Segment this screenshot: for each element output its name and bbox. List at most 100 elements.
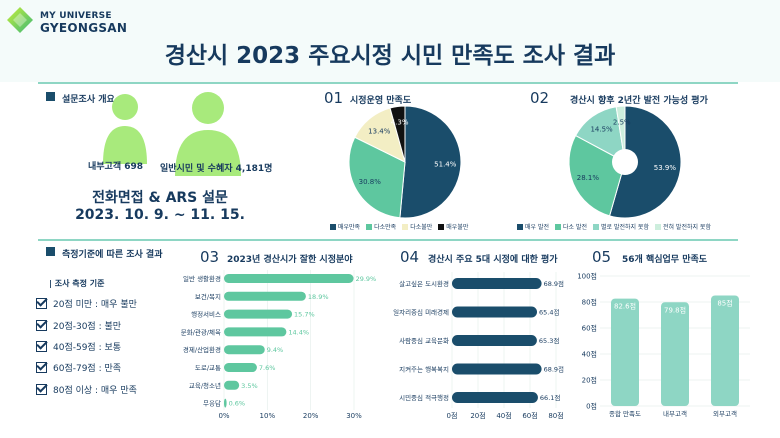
checkbox-checked-icon	[36, 341, 47, 352]
legend-swatch	[555, 224, 561, 230]
overview-title: 설문조사 개요	[62, 95, 115, 105]
criteria-item: 20점 미만 : 매우 불만	[36, 297, 137, 310]
bar	[452, 335, 537, 346]
chart-title: 경산시 주요 5대 시정에 대한 평가	[428, 255, 558, 265]
legend-item: 매우만족	[330, 224, 360, 231]
x-tick-label: 80점	[548, 412, 563, 420]
bar-value-label: 68.9점	[544, 280, 564, 288]
criteria-item: 80점 이상 : 매우 만족	[36, 383, 137, 396]
divider-top	[38, 82, 738, 84]
legend-swatch	[402, 224, 409, 230]
slice-value-label: 4.3%	[391, 119, 409, 127]
bar-value-label: 85점	[717, 300, 732, 308]
bar-value-label: 29.9%	[356, 275, 377, 283]
legend-label: 매우만족	[338, 224, 361, 231]
legend-label: 다소불만	[410, 224, 433, 231]
divider-middle	[38, 239, 738, 241]
bar	[661, 302, 689, 406]
bar-value-label: 14.4%	[288, 328, 309, 336]
pie-chart-01: 51.4% 30.8% 13.4%4.3%	[348, 105, 462, 219]
chart-title: 56개 핵심업무 만족도	[622, 255, 708, 265]
legend-label: 매우불만	[446, 224, 469, 231]
pie-chart-02: 53.9% 28.1% 14.5%2.5%	[568, 105, 682, 219]
legend-label: 전혀 발전하지 못함	[662, 224, 711, 231]
y-tick-label: 0점	[586, 403, 597, 411]
category-label: 교육/청소년	[189, 381, 221, 390]
x-tick-label: 10%	[260, 412, 276, 420]
bar	[452, 363, 542, 375]
x-tick-label: 20점	[470, 412, 485, 420]
bar-value-label: 65.4점	[539, 309, 559, 317]
legend-item: 전혀 발전하지 못함	[654, 224, 711, 231]
category-label: 일자리중심 미래경제	[393, 308, 449, 317]
bar-value-label: 15.7%	[294, 311, 315, 319]
legend-item: 다소불만	[402, 224, 432, 231]
criteria-item: 40점-59점 : 보통	[36, 340, 121, 353]
survey-period: 2023. 10. 9. ~ 11. 15.	[75, 207, 245, 223]
x-tick-label: 0%	[218, 412, 229, 420]
chart-title: 2023년 경산시가 잘한 시정분야	[227, 255, 353, 265]
chart-number: 02	[530, 89, 550, 107]
x-tick-label: 60점	[522, 412, 537, 420]
checkbox-checked-icon	[36, 384, 47, 395]
category-label: 문화/관광/체육	[181, 327, 221, 336]
bar-value-label: 7.6%	[259, 364, 276, 372]
group-internal-label: 내부고객 698	[88, 162, 144, 172]
legend-label: 매우 발전	[525, 224, 549, 231]
logo-mark-icon	[7, 7, 33, 33]
bar	[224, 309, 293, 319]
person-icon	[175, 92, 241, 176]
survey-method: 전화면접 & ARS 설문	[92, 190, 228, 206]
criteria-item-label: 60점-79점 : 만족	[53, 364, 122, 374]
bar	[224, 380, 240, 390]
criteria-title: 측정기준에 따른 조사 결과	[62, 250, 163, 260]
header-band	[0, 0, 780, 82]
x-tick-label: 20%	[303, 412, 319, 420]
x-tick-label: 0점	[447, 412, 458, 420]
category-label: 일반 생활환경	[183, 274, 221, 283]
bar-value-label: 3.5%	[241, 382, 258, 390]
category-label: 살고싶은 도시환경	[399, 279, 449, 288]
bar-value-label: 82.6점	[614, 303, 636, 311]
criteria-item: 60점-79점 : 만족	[36, 361, 121, 374]
category-label: 지켜주는 행복복지	[399, 365, 449, 374]
chart-number: 04	[400, 248, 420, 266]
chart-number: 01	[324, 89, 344, 107]
category-label: 경제/산업환경	[183, 345, 221, 354]
bar-chart-03: 0% 10% 20% 30% 일반 생활환경 29.9% 보건/복지 18.9% 행정서비스 15…	[181, 270, 377, 420]
slice-value-label: 28.1%	[577, 174, 600, 182]
legend-item: 다소만족	[366, 224, 396, 231]
bar-value-label: 66.1점	[540, 394, 560, 402]
chart-number: 03	[200, 248, 220, 266]
pie-slice	[348, 136, 406, 219]
y-tick-label: 60점	[582, 325, 597, 333]
legend-label: 다소만족	[374, 224, 397, 231]
x-tick-label: 30%	[346, 412, 362, 420]
section-marker	[46, 247, 55, 256]
chart-title: 시정운영 만족도	[350, 96, 412, 106]
criteria-item-label: 80점 이상 : 매우 만족	[53, 386, 137, 396]
bar-value-label: 68.9점	[544, 366, 564, 374]
pie-slice	[615, 105, 626, 163]
legend-label: 다소 발전	[563, 224, 587, 231]
bar-value-label: 79.8점	[664, 306, 686, 314]
chart-number: 05	[592, 248, 612, 266]
bar	[224, 345, 265, 355]
category-label: 시민중심 적극행정	[399, 393, 449, 402]
legend-swatch	[517, 224, 523, 230]
person-icon	[103, 94, 147, 164]
slice-value-label: 30.8%	[359, 178, 382, 186]
logo-wordmark: MY UNIVERSE GYEONGSAN	[40, 10, 127, 34]
bar-value-label: 9.4%	[267, 346, 284, 354]
legend-swatch	[366, 224, 373, 230]
x-tick-label: 40점	[496, 412, 511, 420]
page-title: 경산시 2023 주요시정 시민 만족도 조사 결과	[164, 43, 616, 69]
legend-item: 매우불만	[438, 224, 468, 231]
bar	[711, 295, 739, 406]
checkbox-checked-icon	[36, 298, 47, 309]
legend-02: 매우 발전 다소 발전 별로 발전하지 못함 전혀 발전하지 못함	[517, 222, 717, 231]
bar-value-label: 0.6%	[229, 400, 246, 408]
bar	[452, 306, 538, 318]
